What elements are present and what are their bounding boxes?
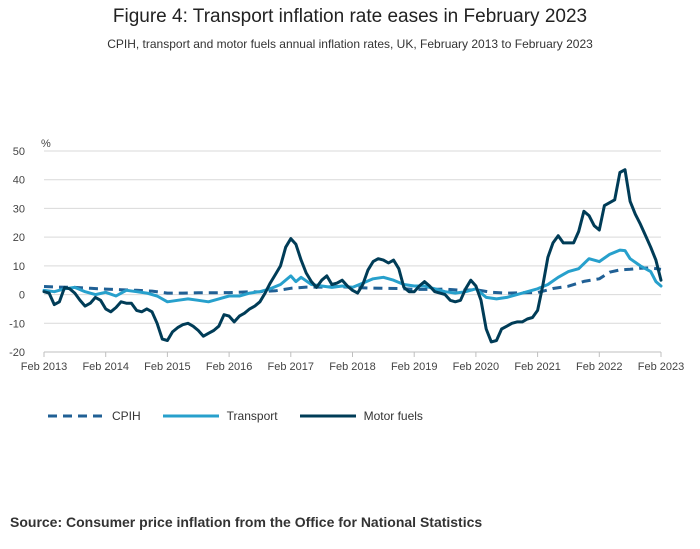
legend-label-cpih: CPIH xyxy=(112,409,141,423)
x-tick-label: Feb 2017 xyxy=(268,361,314,373)
series-line-cpih[interactable] xyxy=(43,266,662,295)
x-tick-label: Feb 2013 xyxy=(21,361,67,373)
legend-item-cpih[interactable]: CPIH xyxy=(48,409,141,423)
y-tick-label: -10 xyxy=(9,318,25,330)
x-tick-label: Feb 2023 xyxy=(638,361,684,373)
legend-swatch-motor-fuels xyxy=(299,414,356,418)
gridlines xyxy=(44,150,661,324)
legend-item-motor-fuels[interactable]: Motor fuels xyxy=(299,409,423,423)
chart-title: Figure 4: Transport inflation rate eases… xyxy=(112,6,588,27)
y-axis-label: % xyxy=(41,138,51,150)
series-lines xyxy=(42,168,663,344)
legend-label-transport: Transport xyxy=(226,409,278,423)
x-axis: Feb 2013 Feb 2014 Feb 2015 Feb 2016 Feb 2017… xyxy=(21,351,684,373)
legend-swatch-transport xyxy=(162,414,219,418)
y-tick-label: 20 xyxy=(13,232,25,244)
x-tick-label: Feb 2015 xyxy=(144,361,190,373)
chart-subtitle: CPIH, transport and motor fuels annual i… xyxy=(107,37,593,51)
source-note: Source: Consumer price inflation from th… xyxy=(10,514,483,530)
x-tick-label: Feb 2021 xyxy=(514,361,560,373)
series-line-transport[interactable] xyxy=(42,248,663,304)
legend-label-motor-fuels: Motor fuels xyxy=(363,409,423,423)
x-tick-label: Feb 2018 xyxy=(329,361,375,373)
y-tick-label: 40 xyxy=(13,175,25,187)
legend-swatch-cpih xyxy=(48,414,104,418)
y-tick-label: 30 xyxy=(13,203,25,215)
x-tick-label: Feb 2016 xyxy=(206,361,252,373)
x-tick-label: Feb 2019 xyxy=(391,361,437,373)
legend-item-transport[interactable]: Transport xyxy=(162,409,278,423)
series-line-motor-fuels[interactable] xyxy=(42,168,663,344)
y-axis: 50 40 30 20 10 0 -10 -20 xyxy=(9,146,25,359)
y-tick-label: 10 xyxy=(13,261,25,273)
x-tick-label: Feb 2014 xyxy=(82,361,128,373)
y-tick-label: 50 xyxy=(13,146,25,158)
y-tick-label: 0 xyxy=(19,290,25,302)
x-tick-label: Feb 2020 xyxy=(453,361,499,373)
y-tick-label: -20 xyxy=(9,347,25,359)
x-tick-label: Feb 2022 xyxy=(576,361,622,373)
legend: CPIH Transport Motor fuels xyxy=(48,409,445,423)
